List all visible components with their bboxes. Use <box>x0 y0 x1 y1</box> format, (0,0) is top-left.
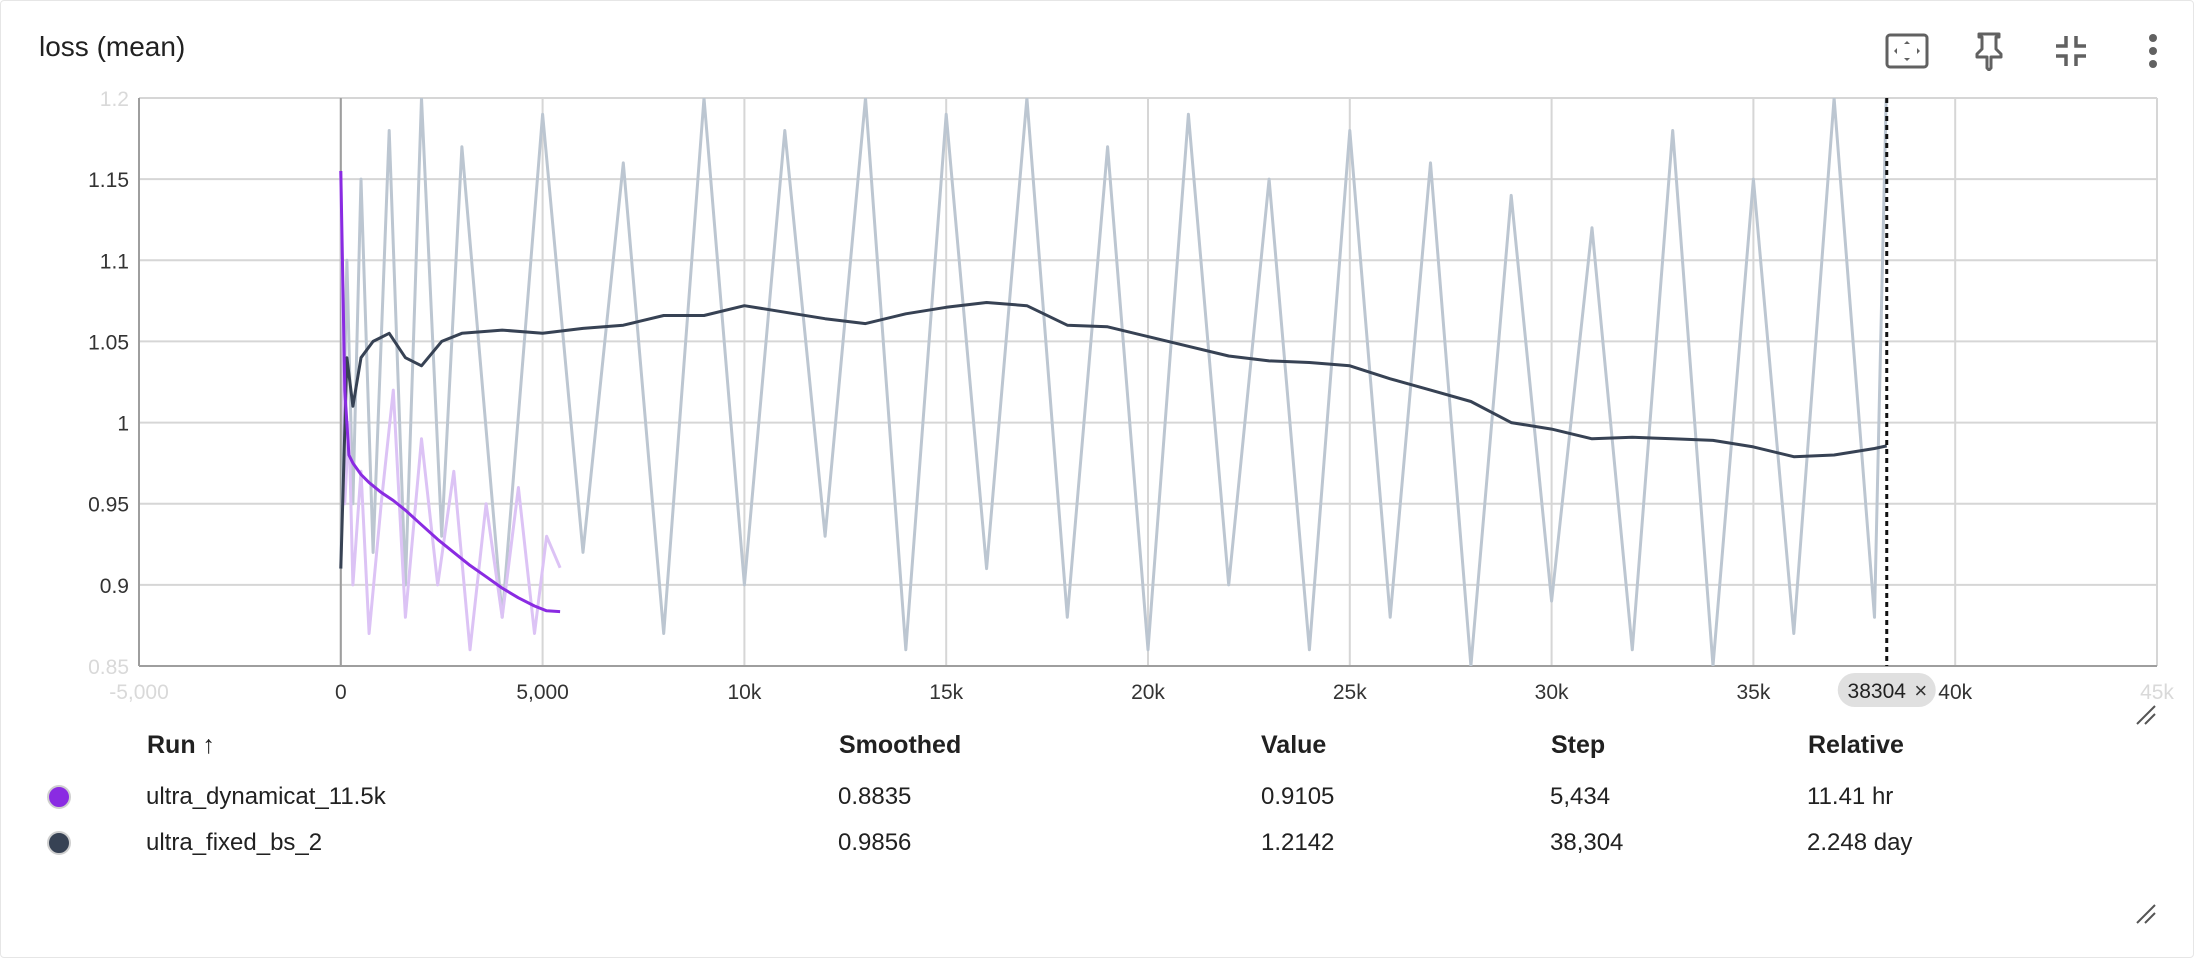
x-tick-label: 20k <box>1131 681 1165 704</box>
x-tick-label: 10k <box>727 681 761 704</box>
raw-series-line <box>339 170 562 652</box>
step-chip <box>1837 673 1936 707</box>
chart-title: loss (mean) <box>39 31 186 62</box>
x-tick-label: 25k <box>1333 681 1367 704</box>
step-value: 38,304 <box>1550 829 1624 856</box>
y-tick-label: 1.15 <box>88 169 129 192</box>
more-vert-icon <box>2149 34 2157 68</box>
chart-resize-handle[interactable] <box>2135 704 2157 726</box>
smoothed-value: 0.8835 <box>838 783 912 810</box>
smoothed-value: 0.9856 <box>838 829 912 856</box>
table-row[interactable]: ultra_dynamicat_11.5k 0.8835 0.9105 5,43… <box>1 777 2193 817</box>
smoothed-series-line <box>339 301 1888 569</box>
fit-to-data-icon <box>1885 33 1929 69</box>
smoothed-series-line <box>339 170 561 614</box>
x-tick-label: 30k <box>1535 681 1569 704</box>
table-row[interactable]: ultra_fixed_bs_2 0.9856 1.2142 38,304 2.… <box>1 823 2193 863</box>
header-relative[interactable]: Relative <box>1808 731 1904 759</box>
y-tick-label: 1.2 <box>100 88 129 111</box>
header-step[interactable]: Step <box>1551 731 1606 759</box>
card-toolbar <box>1881 25 2179 77</box>
plot-area <box>339 98 1888 666</box>
x-tick-label: 35k <box>1736 681 1770 704</box>
y-tick-label: 0.95 <box>88 494 129 517</box>
y-tick-label: 1 <box>117 413 129 436</box>
raw-value: 0.9105 <box>1261 783 1335 810</box>
step-chip-close-icon[interactable]: × <box>1914 678 1927 703</box>
collapse-button[interactable] <box>2045 25 2097 77</box>
pin-icon <box>1975 32 2003 71</box>
raw-series-line <box>339 98 1888 666</box>
y-tick-label: 0.85 <box>88 656 129 679</box>
run-name: ultra_fixed_bs_2 <box>146 829 323 856</box>
pin-button[interactable] <box>1963 25 2015 77</box>
line-chart[interactable]: 0.85 0.9 0.95 1 1.05 1.1 1.15 1.2 -5,000 0 5,000 10… <box>1 1 2193 721</box>
header-smoothed[interactable]: Smoothed <box>839 731 962 759</box>
relative-time: 11.41 hr <box>1807 783 1894 810</box>
run-color-swatch[interactable] <box>47 831 71 855</box>
raw-value: 1.2142 <box>1261 829 1335 856</box>
x-tick-label: 15k <box>929 681 963 704</box>
x-tick-label: 45k <box>2140 681 2174 704</box>
table-header-row: Run ↑ Smoothed Value Step Relative <box>1 725 2193 765</box>
run-color-swatch[interactable] <box>47 785 71 809</box>
x-tick-label: 0 <box>335 681 347 704</box>
header-value[interactable]: Value <box>1261 731 1327 759</box>
step-value: 5,434 <box>1550 783 1611 810</box>
step-chip-label: 38304 <box>1848 680 1907 703</box>
run-name: ultra_dynamicat_11.5k <box>146 783 386 810</box>
card-resize-handle[interactable] <box>2135 903 2157 925</box>
more-options-button[interactable] <box>2127 25 2179 77</box>
relative-time: 2.248 day <box>1807 829 1913 856</box>
collapse-icon <box>2056 36 2086 66</box>
y-tick-label: 1.05 <box>88 331 129 354</box>
fit-to-data-button[interactable] <box>1881 25 1933 77</box>
x-tick-label: 5,000 <box>516 681 569 704</box>
y-tick-label: 1.1 <box>100 250 129 273</box>
x-tick-label: -5,000 <box>109 681 169 704</box>
header-run[interactable]: Run ↑ <box>147 731 216 759</box>
x-tick-label: 40k <box>1938 681 1972 704</box>
y-tick-label: 0.9 <box>100 575 129 598</box>
